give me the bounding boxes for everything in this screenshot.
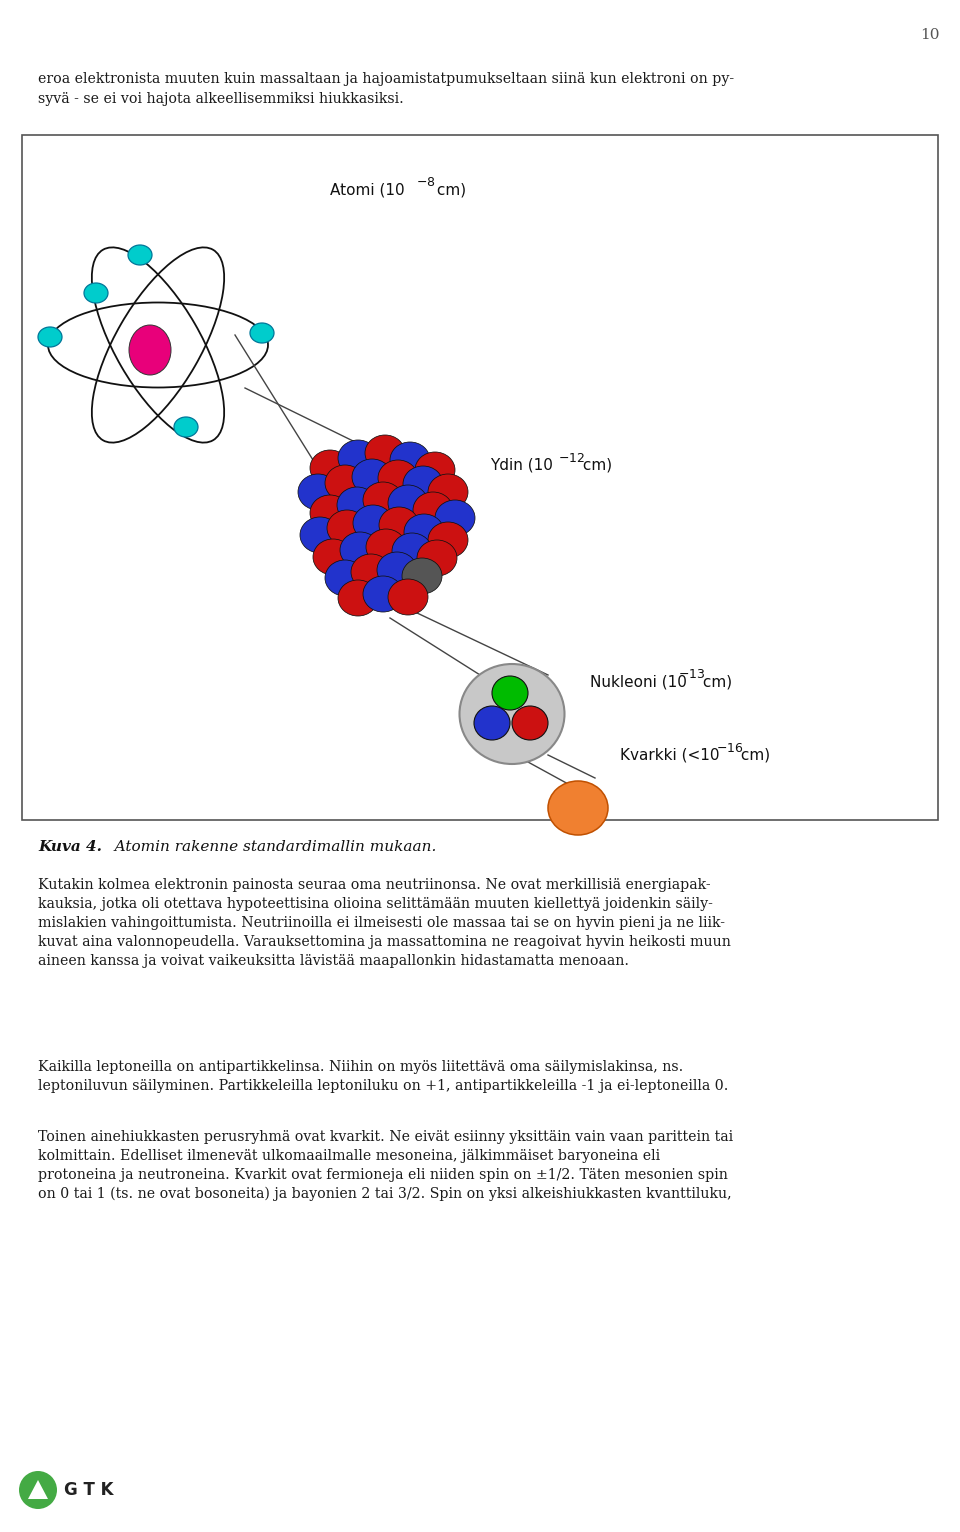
Ellipse shape [392, 533, 432, 568]
Ellipse shape [174, 417, 198, 437]
Ellipse shape [548, 781, 608, 835]
Ellipse shape [363, 483, 403, 518]
Ellipse shape [325, 466, 365, 501]
Ellipse shape [128, 245, 152, 265]
Ellipse shape [129, 325, 171, 375]
Ellipse shape [310, 450, 350, 486]
Text: syvä - se ei voi hajota alkeellisemmiksi hiukkasiksi.: syvä - se ei voi hajota alkeellisemmiksi… [38, 92, 404, 106]
Ellipse shape [378, 460, 418, 496]
Ellipse shape [313, 539, 353, 574]
Ellipse shape [300, 516, 340, 553]
Text: cm): cm) [578, 458, 612, 472]
Ellipse shape [379, 507, 419, 542]
Text: Atomi (10: Atomi (10 [330, 182, 404, 198]
Ellipse shape [338, 581, 378, 616]
Text: Nukleoni (10: Nukleoni (10 [590, 674, 686, 689]
Ellipse shape [338, 440, 378, 476]
Text: Toinen ainehiukkasten perusryhmä ovat kvarkit. Ne eivät esiinny yksittäin vain v: Toinen ainehiukkasten perusryhmä ovat kv… [38, 1131, 733, 1201]
Ellipse shape [474, 706, 510, 740]
Ellipse shape [327, 510, 367, 545]
Text: Kvarkki (<10: Kvarkki (<10 [620, 748, 719, 763]
Ellipse shape [353, 506, 393, 541]
Text: $\mathregular{-8}$: $\mathregular{-8}$ [416, 176, 436, 190]
Ellipse shape [340, 532, 380, 568]
Ellipse shape [351, 555, 391, 590]
Ellipse shape [84, 283, 108, 303]
Ellipse shape [428, 522, 468, 558]
Ellipse shape [415, 452, 455, 489]
Text: 10: 10 [921, 28, 940, 41]
Ellipse shape [377, 552, 417, 588]
Ellipse shape [352, 460, 392, 495]
Ellipse shape [404, 515, 444, 550]
Text: Kuva 4.: Kuva 4. [38, 840, 102, 853]
Ellipse shape [363, 576, 403, 611]
Ellipse shape [403, 466, 443, 502]
Ellipse shape [413, 492, 453, 529]
Text: Kaikilla leptoneilla on antipartikkelinsa. Niihin on myös liitettävä oma säilymi: Kaikilla leptoneilla on antipartikkelins… [38, 1060, 729, 1092]
Text: Ydin (10: Ydin (10 [490, 458, 553, 472]
Ellipse shape [365, 435, 405, 470]
Ellipse shape [492, 676, 528, 709]
Ellipse shape [388, 579, 428, 614]
Ellipse shape [388, 486, 428, 521]
Text: cm): cm) [736, 748, 770, 763]
Ellipse shape [402, 558, 442, 594]
Bar [22, 135, 938, 820]
Polygon shape [28, 1480, 48, 1498]
Ellipse shape [310, 495, 350, 532]
Ellipse shape [435, 499, 475, 536]
Text: $\mathregular{-16}$: $\mathregular{-16}$ [716, 741, 744, 754]
Text: cm): cm) [432, 182, 467, 198]
Text: G T K: G T K [64, 1481, 113, 1498]
Text: Kutakin kolmea elektronin painosta seuraa oma neutriinonsa. Ne ovat merkillisiä : Kutakin kolmea elektronin painosta seura… [38, 878, 731, 968]
Ellipse shape [366, 529, 406, 565]
Ellipse shape [298, 473, 338, 510]
Ellipse shape [417, 539, 457, 576]
Ellipse shape [38, 326, 62, 348]
Ellipse shape [460, 663, 564, 764]
Ellipse shape [428, 473, 468, 510]
Ellipse shape [337, 487, 377, 522]
Text: Atomin rakenne standardimallin mukaan.: Atomin rakenne standardimallin mukaan. [100, 840, 437, 853]
Text: eroa elektronista muuten kuin massaltaan ja hajoamistatpumukseltaan siinä kun el: eroa elektronista muuten kuin massaltaan… [38, 72, 734, 86]
Ellipse shape [19, 1471, 57, 1509]
Text: cm): cm) [698, 674, 732, 689]
Text: $\mathregular{-12}$: $\mathregular{-12}$ [558, 452, 585, 464]
Ellipse shape [512, 706, 548, 740]
Ellipse shape [390, 443, 430, 478]
Ellipse shape [250, 323, 274, 343]
Ellipse shape [325, 561, 365, 596]
Text: $\mathregular{-13}$: $\mathregular{-13}$ [678, 668, 706, 682]
